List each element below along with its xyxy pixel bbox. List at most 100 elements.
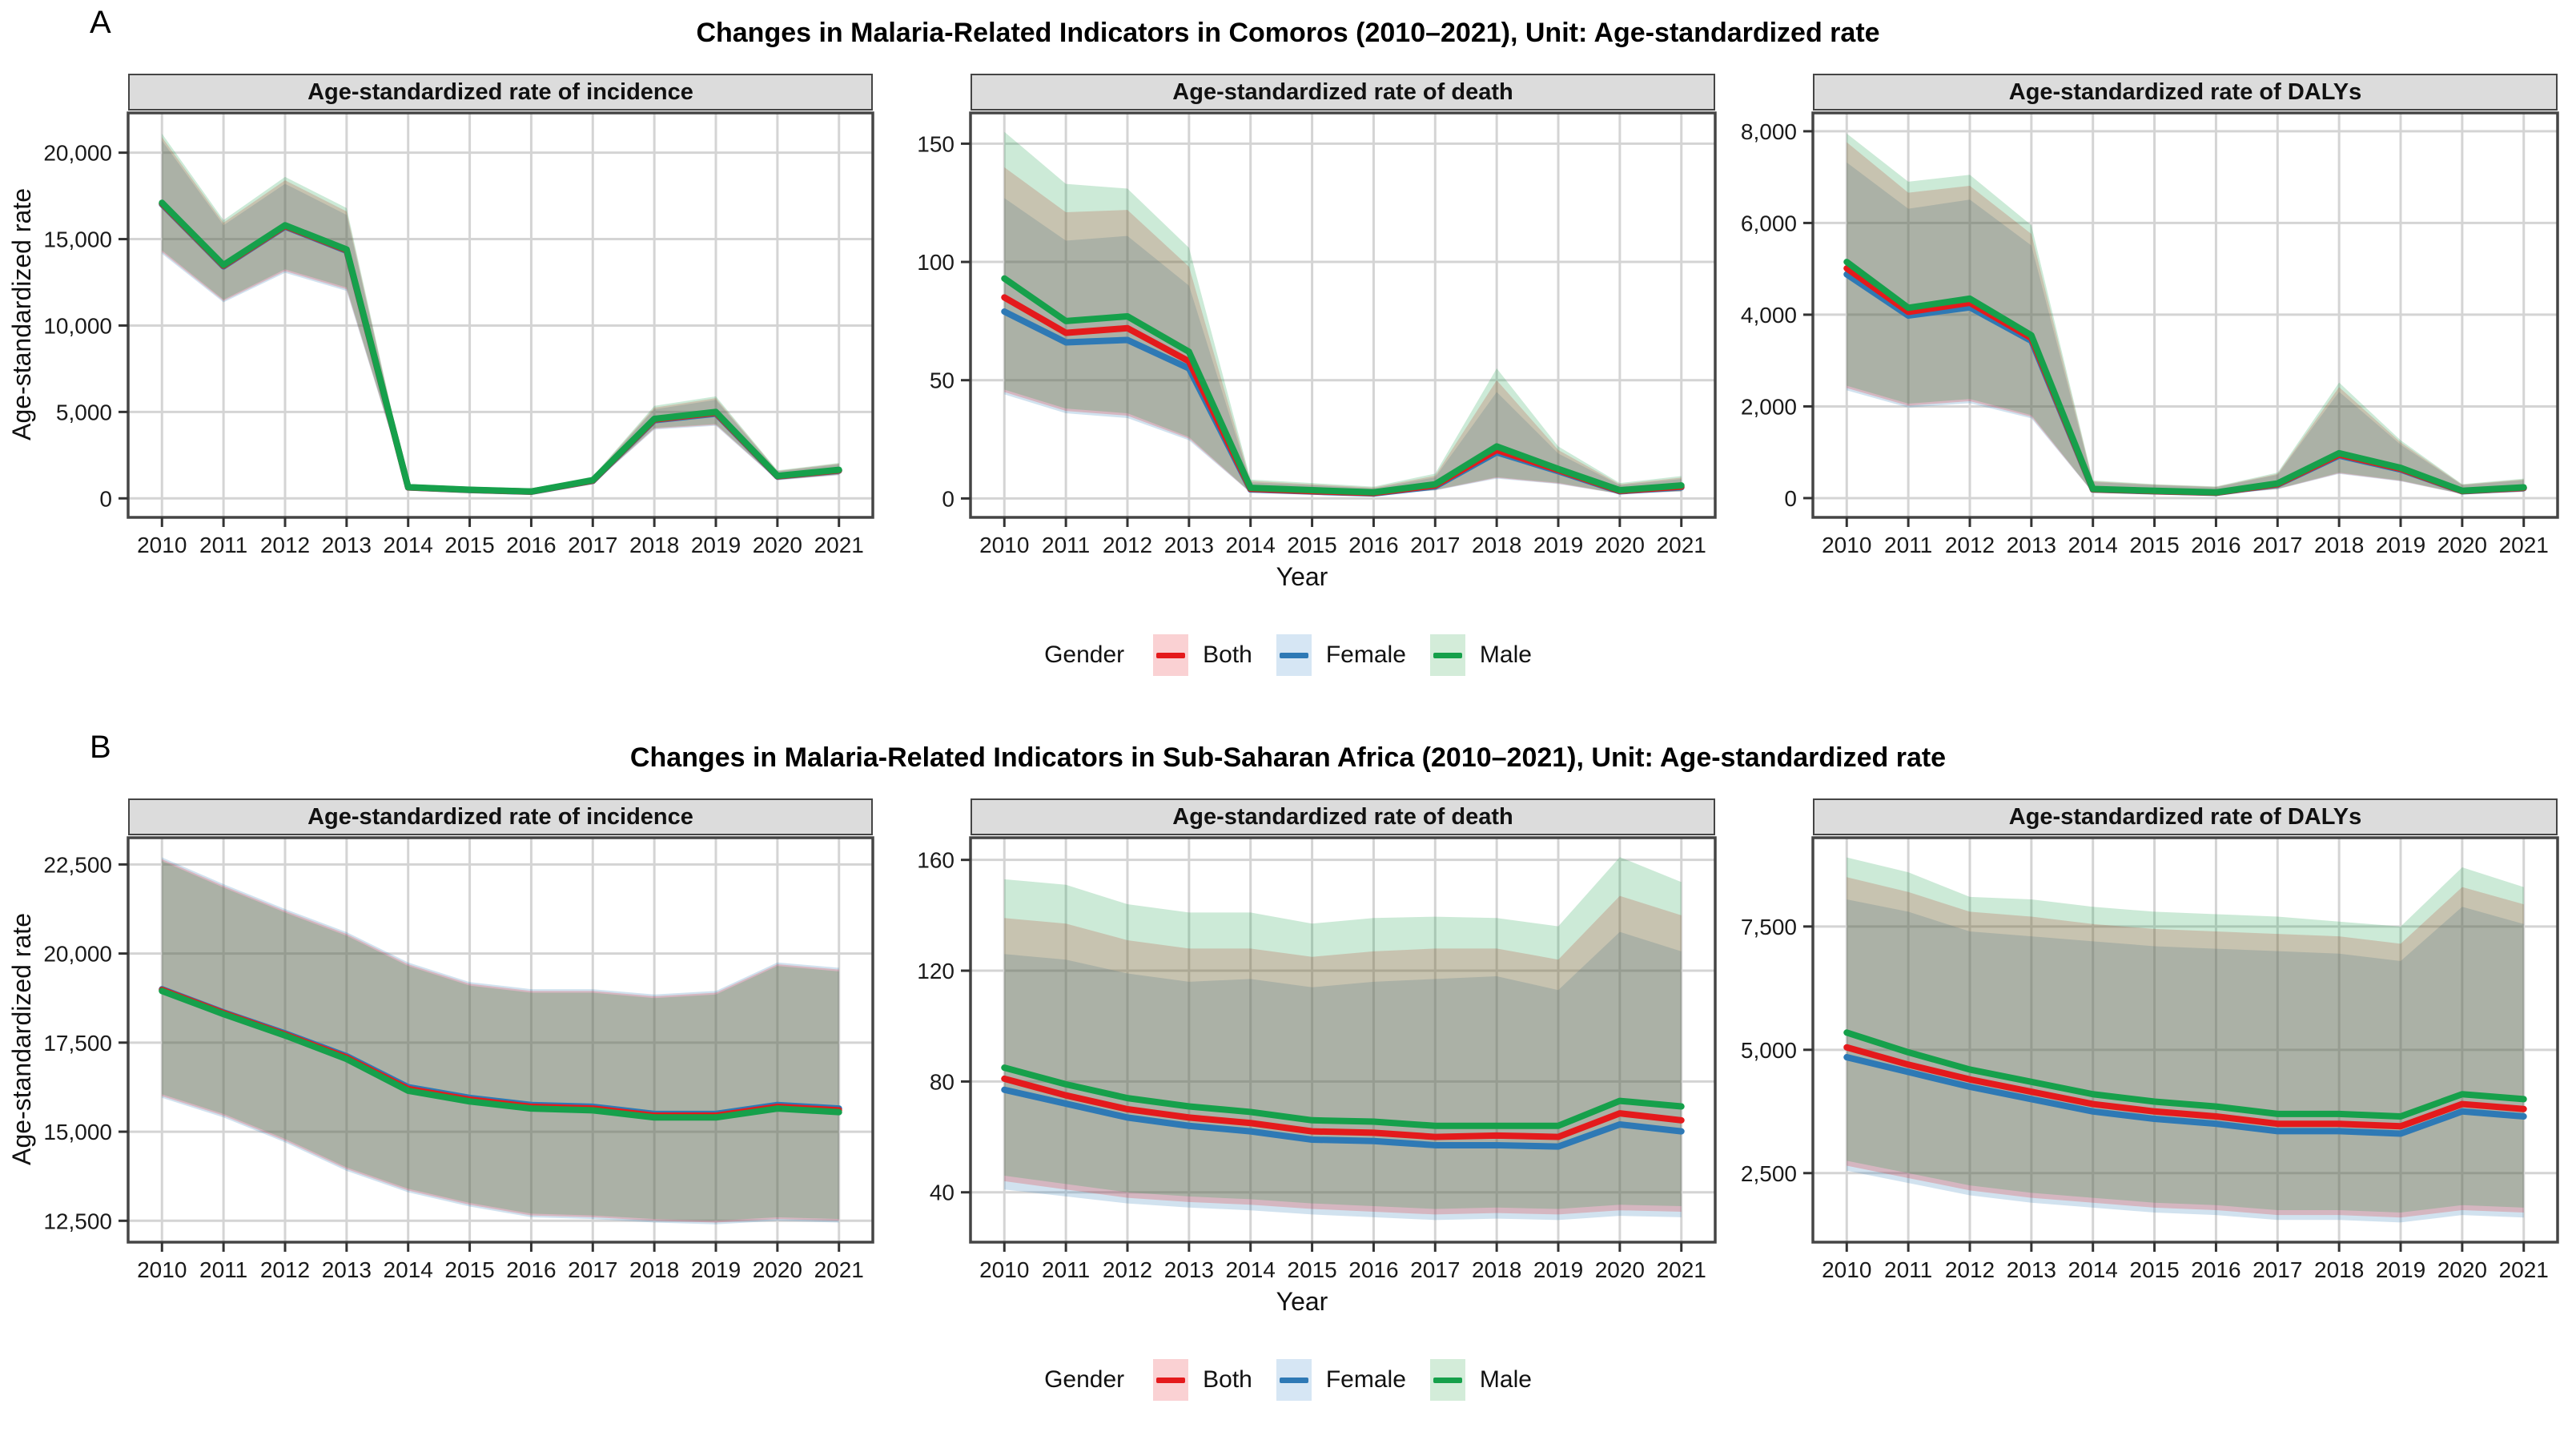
svg-text:2012: 2012 xyxy=(1103,1257,1152,1278)
svg-text:7,500: 7,500 xyxy=(1741,915,1797,939)
svg-text:2014: 2014 xyxy=(2068,1257,2118,1278)
svg-text:2018: 2018 xyxy=(629,533,679,553)
panel-a-legend: Gender Both Female Male xyxy=(0,634,2576,676)
svg-text:2012: 2012 xyxy=(260,1257,310,1278)
svg-text:2014: 2014 xyxy=(384,533,433,553)
svg-text:8,000: 8,000 xyxy=(1741,119,1797,144)
svg-text:2019: 2019 xyxy=(2376,533,2425,553)
legend-label-both: Both xyxy=(1203,642,1252,668)
facet-b-incidence: Age-standardized rate of incidence 2010 2… xyxy=(38,798,881,1278)
svg-text:2017: 2017 xyxy=(1410,533,1460,553)
svg-text:80: 80 xyxy=(930,1069,954,1094)
svg-text:2018: 2018 xyxy=(2314,533,2364,553)
facet-plot-a-death: 2010 2011 2012 2013 2014 2015 2016 2017 2018 2019… xyxy=(917,111,1717,553)
svg-text:2014: 2014 xyxy=(384,1257,433,1278)
panel-b: B Changes in Malaria-Related Indicators … xyxy=(0,725,2576,1456)
legend-item-male: Male xyxy=(1429,634,1532,676)
svg-text:2018: 2018 xyxy=(2314,1257,2364,1278)
svg-text:2021: 2021 xyxy=(1657,1257,1706,1278)
facet-b-death: Age-standardized rate of death 2010 2011 2… xyxy=(881,798,1723,1278)
svg-text:2010: 2010 xyxy=(1822,533,1871,553)
svg-text:2021: 2021 xyxy=(2499,533,2549,553)
panel-b-legend: Gender Both Female Male xyxy=(0,1359,2576,1401)
facet-a-dalys: Age-standardized rate of DALYs 2010 2011 2… xyxy=(1723,74,2566,553)
facet-plot-b-incidence: 2010 2011 2012 2013 2014 2015 2016 2017 2018 2019… xyxy=(43,836,874,1278)
svg-text:2013: 2013 xyxy=(1164,1257,1214,1278)
svg-text:2012: 2012 xyxy=(1945,533,1995,553)
svg-text:2015: 2015 xyxy=(444,533,494,553)
svg-text:2,000: 2,000 xyxy=(1741,394,1797,419)
svg-text:12,500: 12,500 xyxy=(43,1209,112,1233)
legend-key-female xyxy=(1276,1359,1312,1401)
svg-text:0: 0 xyxy=(99,486,112,511)
panel-a-title: Changes in Malaria-Related Indicators in… xyxy=(696,18,1880,48)
svg-text:2016: 2016 xyxy=(506,533,556,553)
svg-text:2018: 2018 xyxy=(629,1257,679,1278)
svg-text:120: 120 xyxy=(917,959,954,983)
svg-text:2013: 2013 xyxy=(1164,533,1214,553)
svg-text:2019: 2019 xyxy=(2376,1257,2425,1278)
svg-text:2016: 2016 xyxy=(2191,533,2240,553)
svg-text:2011: 2011 xyxy=(1884,533,1932,553)
panel-a-label: A xyxy=(90,5,111,40)
svg-text:2011: 2011 xyxy=(1042,533,1090,553)
svg-text:0: 0 xyxy=(1784,486,1797,511)
svg-text:2013: 2013 xyxy=(2007,1257,2056,1278)
svg-text:2011: 2011 xyxy=(199,1257,247,1278)
svg-text:20,000: 20,000 xyxy=(43,942,112,967)
facet-strip-dalys: Age-standardized rate of DALYs xyxy=(1813,798,2558,835)
facet-plot-b-death: 2010 2011 2012 2013 2014 2015 2016 2017 2018 2019… xyxy=(917,836,1717,1278)
legend-label-both: Both xyxy=(1203,1366,1252,1393)
svg-text:2014: 2014 xyxy=(1226,1257,1276,1278)
svg-text:2020: 2020 xyxy=(753,1257,802,1278)
facet-strip-death: Age-standardized rate of death xyxy=(971,74,1715,111)
svg-text:2015: 2015 xyxy=(1287,533,1336,553)
svg-text:4,000: 4,000 xyxy=(1741,303,1797,328)
svg-text:2021: 2021 xyxy=(2499,1257,2549,1278)
panel-a-y-axis-title: Age-standardized rate xyxy=(6,187,36,440)
svg-text:2010: 2010 xyxy=(1822,1257,1871,1278)
legend-key-both xyxy=(1153,634,1189,676)
facet-strip-incidence: Age-standardized rate of incidence xyxy=(128,798,873,835)
legend-title: Gender xyxy=(1044,1366,1125,1393)
svg-text:2017: 2017 xyxy=(568,533,617,553)
svg-text:2011: 2011 xyxy=(1042,1257,1090,1278)
svg-text:15,000: 15,000 xyxy=(43,1120,112,1144)
svg-text:2,500: 2,500 xyxy=(1741,1161,1797,1186)
svg-text:2016: 2016 xyxy=(506,1257,556,1278)
svg-text:2020: 2020 xyxy=(1595,1257,1645,1278)
svg-text:2012: 2012 xyxy=(1103,533,1152,553)
svg-text:2015: 2015 xyxy=(2129,1257,2179,1278)
svg-text:2015: 2015 xyxy=(1287,1257,1336,1278)
panel-b-x-axis-title: Year xyxy=(1276,1287,1328,1316)
svg-text:5,000: 5,000 xyxy=(56,400,112,424)
svg-text:2013: 2013 xyxy=(2007,533,2056,553)
svg-text:2017: 2017 xyxy=(2252,533,2302,553)
svg-text:22,500: 22,500 xyxy=(43,852,112,877)
svg-text:2021: 2021 xyxy=(814,533,864,553)
legend-title: Gender xyxy=(1044,642,1125,668)
svg-text:2012: 2012 xyxy=(1945,1257,1995,1278)
facet-plot-a-incidence: 2010 2011 2012 2013 2014 2015 2016 2017 2018 2019… xyxy=(43,111,874,553)
svg-text:40: 40 xyxy=(930,1180,954,1205)
svg-text:2017: 2017 xyxy=(568,1257,617,1278)
legend-key-male xyxy=(1429,634,1465,676)
svg-text:150: 150 xyxy=(917,131,954,156)
svg-text:2015: 2015 xyxy=(444,1257,494,1278)
svg-text:2017: 2017 xyxy=(1410,1257,1460,1278)
svg-text:2016: 2016 xyxy=(1348,1257,1398,1278)
svg-text:6,000: 6,000 xyxy=(1741,211,1797,235)
svg-text:100: 100 xyxy=(917,250,954,275)
panel-a-x-axis-title: Year xyxy=(1276,562,1328,591)
legend-key-both xyxy=(1153,1359,1189,1401)
legend-item-both: Both xyxy=(1153,634,1252,676)
legend-key-female xyxy=(1276,634,1312,676)
svg-text:2013: 2013 xyxy=(322,1257,372,1278)
svg-text:2010: 2010 xyxy=(137,533,187,553)
svg-text:2019: 2019 xyxy=(691,1257,741,1278)
legend-label-female: Female xyxy=(1325,1366,1406,1393)
svg-text:10,000: 10,000 xyxy=(43,313,112,338)
svg-text:2019: 2019 xyxy=(1533,533,1583,553)
svg-text:160: 160 xyxy=(917,848,954,873)
